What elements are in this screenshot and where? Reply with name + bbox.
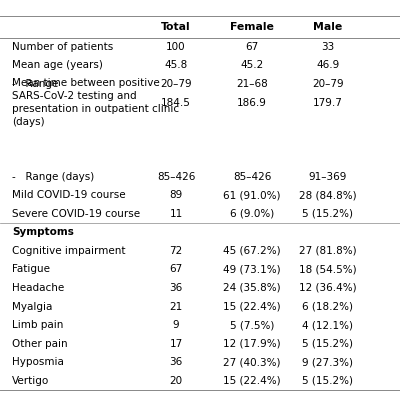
Text: 36: 36	[169, 283, 183, 293]
Text: 17: 17	[169, 339, 183, 348]
Text: 36: 36	[169, 357, 183, 367]
Text: -   Range: - Range	[12, 79, 58, 89]
Text: 20–79: 20–79	[160, 79, 192, 89]
Text: 20–79: 20–79	[312, 79, 344, 89]
Text: 6 (9.0%): 6 (9.0%)	[230, 209, 274, 219]
Text: Total: Total	[161, 22, 191, 32]
Text: Mild COVID-19 course: Mild COVID-19 course	[12, 190, 126, 200]
Text: 85–426: 85–426	[157, 172, 195, 182]
Text: 12 (36.4%): 12 (36.4%)	[299, 283, 357, 293]
Text: 186.9: 186.9	[237, 97, 267, 108]
Text: 21: 21	[169, 301, 183, 312]
Text: Headache: Headache	[12, 283, 64, 293]
Text: 179.7: 179.7	[313, 97, 343, 108]
Text: 100: 100	[166, 42, 186, 52]
Text: 72: 72	[169, 246, 183, 256]
Text: 5 (15.2%): 5 (15.2%)	[302, 209, 354, 219]
Text: 27 (81.8%): 27 (81.8%)	[299, 246, 357, 256]
Text: 91–369: 91–369	[309, 172, 347, 182]
Text: Mean time between positive
SARS-CoV-2 testing and
presentation in outpatient cli: Mean time between positive SARS-CoV-2 te…	[12, 78, 179, 127]
Text: 5 (15.2%): 5 (15.2%)	[302, 339, 354, 348]
Text: Number of patients: Number of patients	[12, 42, 113, 52]
Text: Hyposmia: Hyposmia	[12, 357, 64, 367]
Text: 45 (67.2%): 45 (67.2%)	[223, 246, 281, 256]
Text: 5 (15.2%): 5 (15.2%)	[302, 376, 354, 386]
Text: 27 (40.3%): 27 (40.3%)	[223, 357, 281, 367]
Text: Symptoms: Symptoms	[12, 227, 74, 237]
Text: 28 (84.8%): 28 (84.8%)	[299, 190, 357, 200]
Text: 11: 11	[169, 209, 183, 219]
Text: 184.5: 184.5	[161, 97, 191, 108]
Text: 9 (27.3%): 9 (27.3%)	[302, 357, 354, 367]
Text: 12 (17.9%): 12 (17.9%)	[223, 339, 281, 348]
Text: Myalgia: Myalgia	[12, 301, 52, 312]
Text: Mean age (years): Mean age (years)	[12, 61, 103, 70]
Text: Female: Female	[230, 22, 274, 32]
Text: Male: Male	[313, 22, 343, 32]
Text: 46.9: 46.9	[316, 61, 340, 70]
Text: 89: 89	[169, 190, 183, 200]
Text: 18 (54.5%): 18 (54.5%)	[299, 265, 357, 274]
Text: Fatigue: Fatigue	[12, 265, 50, 274]
Text: 67: 67	[169, 265, 183, 274]
Text: 21–68: 21–68	[236, 79, 268, 89]
Text: 5 (7.5%): 5 (7.5%)	[230, 320, 274, 330]
Text: 4 (12.1%): 4 (12.1%)	[302, 320, 354, 330]
Text: 15 (22.4%): 15 (22.4%)	[223, 376, 281, 386]
Text: 33: 33	[321, 42, 335, 52]
Text: 20: 20	[170, 376, 182, 386]
Text: 15 (22.4%): 15 (22.4%)	[223, 301, 281, 312]
Text: 45.8: 45.8	[164, 61, 188, 70]
Text: 49 (73.1%): 49 (73.1%)	[223, 265, 281, 274]
Text: 45.2: 45.2	[240, 61, 264, 70]
Text: -   Range (days): - Range (days)	[12, 172, 94, 182]
Text: 6 (18.2%): 6 (18.2%)	[302, 301, 354, 312]
Text: 67: 67	[245, 42, 259, 52]
Text: 9: 9	[173, 320, 179, 330]
Text: 61 (91.0%): 61 (91.0%)	[223, 190, 281, 200]
Text: Cognitive impairment: Cognitive impairment	[12, 246, 126, 256]
Text: Other pain: Other pain	[12, 339, 68, 348]
Text: Severe COVID-19 course: Severe COVID-19 course	[12, 209, 140, 219]
Text: Vertigo: Vertigo	[12, 376, 49, 386]
Text: 85–426: 85–426	[233, 172, 271, 182]
Text: 24 (35.8%): 24 (35.8%)	[223, 283, 281, 293]
Text: Limb pain: Limb pain	[12, 320, 63, 330]
